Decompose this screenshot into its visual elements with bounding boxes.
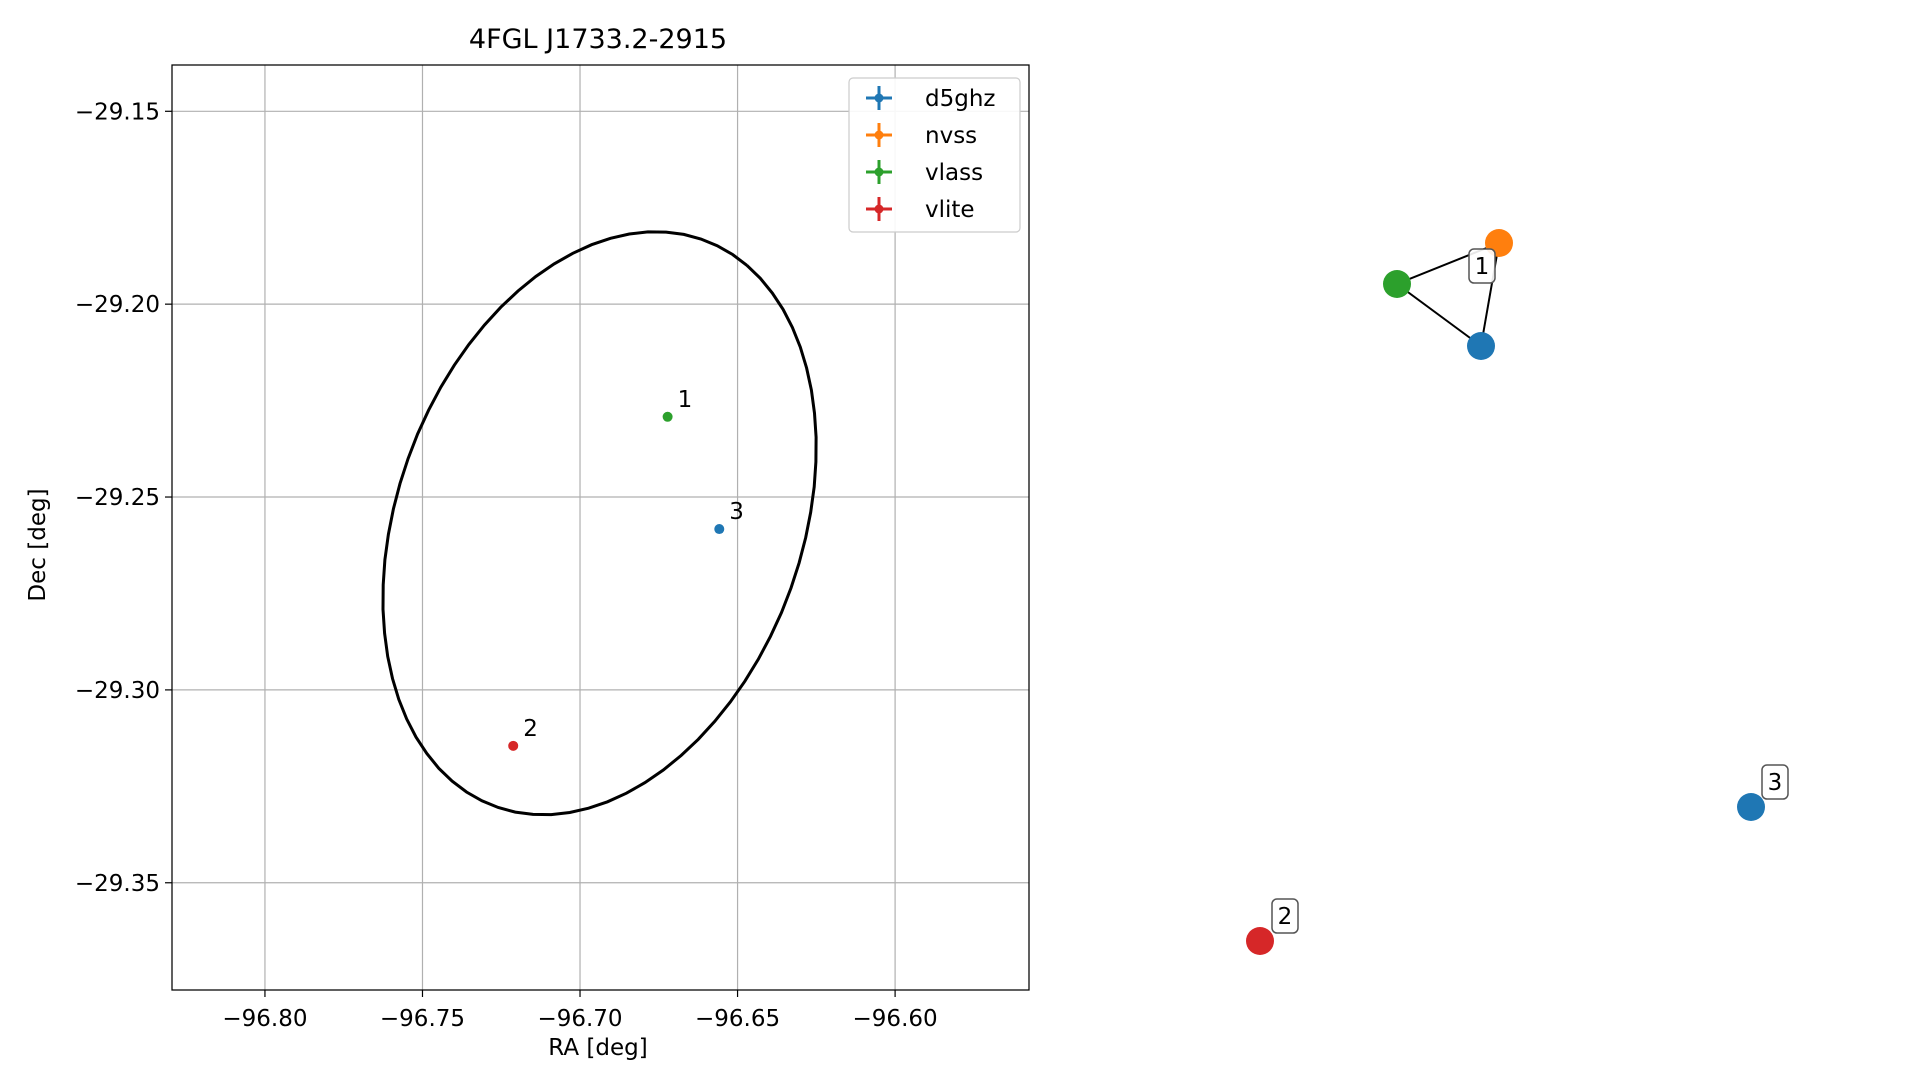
y-tick-label: −29.30 <box>75 678 160 704</box>
uncertainty-ellipse-layer <box>381 230 818 817</box>
x-tick-label: −96.70 <box>537 1006 622 1032</box>
legend-box <box>848 77 1021 233</box>
network-label: 2 <box>1278 904 1293 930</box>
legend-label-vlite: vlite <box>925 197 975 223</box>
network-label-box <box>1468 248 1496 284</box>
axis-ticks: −96.80 −96.75 −96.70 −96.65 −96.60 −29.15 −29.… <box>75 99 938 1032</box>
point-label: 2 <box>523 716 538 742</box>
network-label-box <box>1271 898 1299 934</box>
point-label: 3 <box>729 499 744 525</box>
chart-title: 4FGL J1733.2-2915 <box>469 24 727 55</box>
legend-marker-vlass <box>874 167 884 177</box>
legend-label-nvss: nvss <box>925 123 977 149</box>
data-point-vlass <box>662 411 673 422</box>
y-tick-label: −29.35 <box>75 871 160 897</box>
network-panel: 1 2 3 <box>1246 229 1789 955</box>
legend-marker-vlite <box>874 204 884 214</box>
point-label: 1 <box>678 387 693 413</box>
x-tick-label: −96.75 <box>380 1006 465 1032</box>
x-tick-label: −96.60 <box>853 1006 938 1032</box>
legend: d5ghz nvss vlass vlite <box>848 77 1021 233</box>
data-point-vlite <box>508 740 519 751</box>
network-node-d5ghz3 <box>1737 793 1765 821</box>
data-points: 3 1 2 <box>508 387 744 751</box>
x-tick-label: −96.65 <box>695 1006 780 1032</box>
y-tick-label: −29.15 <box>75 99 160 125</box>
grid-lines <box>172 65 1029 990</box>
legend-label-vlass: vlass <box>925 160 983 186</box>
data-point-d5ghz <box>714 524 725 535</box>
legend-marker-d5ghz <box>874 93 884 103</box>
network-label: 3 <box>1768 770 1783 796</box>
network-label-box <box>1761 764 1789 800</box>
y-axis-label: Dec [deg] <box>25 488 51 601</box>
y-tick-label: −29.25 <box>75 485 160 511</box>
uncertainty-ellipse <box>381 230 818 817</box>
x-tick-label: −96.80 <box>222 1006 307 1032</box>
legend-label-d5ghz: d5ghz <box>925 86 995 112</box>
network-label: 1 <box>1475 254 1490 280</box>
network-edge <box>1480 242 1500 347</box>
network-node-vlass <box>1383 270 1411 298</box>
network-node-d5ghz <box>1467 332 1495 360</box>
y-tick-label: −29.20 <box>75 292 160 318</box>
network-edge <box>1396 283 1482 347</box>
axes-frame <box>171 64 1030 991</box>
scatter-panel: 3 1 2 −96.80 −96.75 −96.70 −96.65 −96.60 −29.15… <box>25 24 1030 1061</box>
network-node-vlite2 <box>1246 927 1274 955</box>
legend-marker-nvss <box>874 130 884 140</box>
x-axis-label: RA [deg] <box>548 1035 647 1061</box>
